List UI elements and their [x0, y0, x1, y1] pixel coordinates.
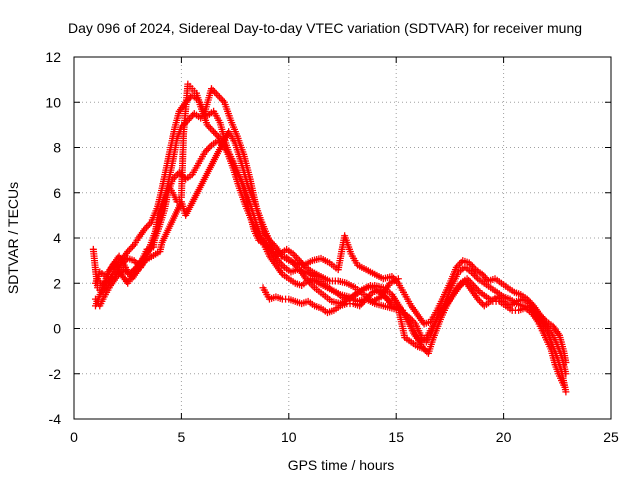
data-point: [127, 244, 135, 252]
data-point: [144, 222, 152, 230]
y-tick-label: 4: [53, 230, 61, 246]
y-tick-label: -4: [49, 411, 62, 427]
data-point: [213, 131, 221, 139]
data-point: [560, 381, 568, 389]
data-series: [89, 80, 570, 396]
series-track-3: [91, 85, 570, 366]
y-tick-label: -2: [49, 366, 62, 382]
x-axis-label: GPS time / hours: [288, 457, 395, 473]
x-tick-label: 15: [388, 429, 404, 445]
data-point: [172, 172, 180, 180]
y-axis-label: SDTVAR / TECUs: [5, 182, 21, 294]
y-tick-label: 0: [53, 321, 61, 337]
data-point: [206, 143, 214, 151]
y-tick-label: 12: [45, 49, 61, 65]
y-tick-label: 2: [53, 275, 61, 291]
axis-ticks: 0 5 10 15 20 25 -4 -2 0 2 4 6 8 10 12: [45, 49, 619, 445]
data-point: [214, 91, 222, 99]
x-tick-label: 25: [603, 429, 619, 445]
data-point: [217, 95, 225, 103]
series-track-6: [94, 128, 402, 305]
data-point: [211, 88, 219, 96]
data-point: [291, 252, 299, 260]
x-tick-label: 10: [281, 429, 297, 445]
data-point: [394, 275, 402, 283]
data-point: [208, 126, 216, 134]
data-point: [420, 345, 428, 353]
data-point: [216, 93, 224, 101]
data-point: [211, 129, 219, 137]
y-tick-label: 10: [45, 94, 61, 110]
data-point: [204, 145, 212, 153]
x-tick-label: 0: [70, 429, 78, 445]
x-tick-label: 5: [178, 429, 186, 445]
y-tick-label: 8: [53, 140, 61, 156]
chart-title: Day 096 of 2024, Sidereal Day-to-day VTE…: [68, 20, 582, 36]
data-point: [562, 370, 570, 378]
data-point: [299, 260, 307, 268]
data-point: [562, 388, 570, 396]
data-point: [210, 128, 218, 136]
series-track-4: [91, 80, 570, 378]
series-track-5: [259, 284, 428, 353]
y-tick-label: 6: [53, 185, 61, 201]
data-point: [206, 124, 214, 132]
data-point: [292, 253, 300, 261]
x-tick-label: 20: [496, 429, 512, 445]
